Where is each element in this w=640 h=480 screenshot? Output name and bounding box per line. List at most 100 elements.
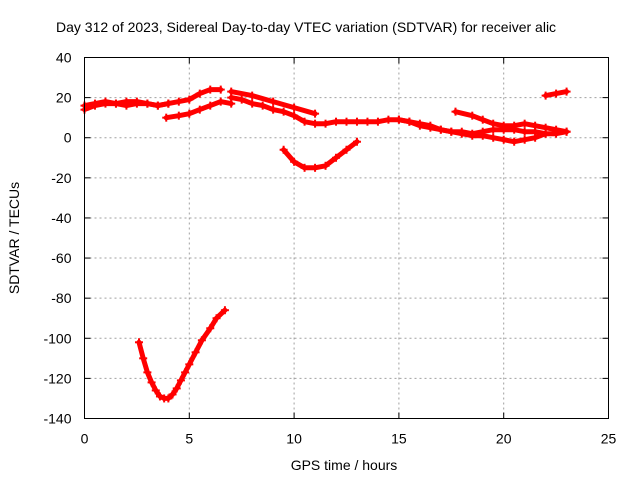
data-point	[552, 89, 561, 98]
data-point	[510, 121, 519, 130]
chart-title: Day 312 of 2023, Sidereal Day-to-day VTE…	[56, 19, 556, 35]
data-point	[520, 119, 529, 128]
x-tick-label: 15	[391, 431, 407, 447]
y-tick-label: -120	[43, 370, 71, 386]
data-point	[415, 119, 424, 128]
data-point	[311, 119, 320, 128]
data-point	[332, 153, 341, 162]
data-point	[195, 105, 204, 114]
data-point	[426, 121, 435, 130]
data-point	[101, 99, 110, 108]
data-point	[164, 394, 173, 403]
data-point	[300, 163, 309, 172]
x-tick-label: 10	[286, 431, 302, 447]
x-tick-label: 20	[496, 431, 512, 447]
data-point	[206, 85, 215, 94]
data-point	[185, 109, 194, 118]
data-point	[321, 161, 330, 170]
data-point	[216, 85, 225, 94]
data-point	[132, 97, 141, 106]
data-point	[311, 163, 320, 172]
data-point	[468, 111, 477, 120]
data-point	[531, 133, 540, 142]
data-point	[134, 338, 143, 347]
data-point	[562, 87, 571, 96]
y-tick-label: -140	[43, 411, 71, 427]
data-point	[552, 125, 561, 134]
data-point	[290, 157, 299, 166]
data-point	[510, 137, 519, 146]
data-point	[181, 368, 190, 377]
data-point	[185, 360, 194, 369]
data-point	[122, 97, 131, 106]
y-tick-label: 0	[64, 130, 72, 146]
data-point	[197, 336, 206, 345]
y-tick-label: -100	[43, 330, 71, 346]
data-point	[90, 101, 99, 110]
data-point	[248, 91, 257, 100]
data-point	[451, 107, 460, 116]
data-point	[405, 117, 414, 126]
y-tick-label: 40	[56, 50, 72, 66]
data-point	[216, 97, 225, 106]
data-point	[212, 314, 221, 323]
x-tick-label: 25	[601, 431, 617, 447]
data-point	[162, 113, 171, 122]
x-tick-label: 5	[185, 431, 193, 447]
data-point	[220, 306, 229, 315]
plot-frame	[84, 57, 609, 419]
data-point	[478, 115, 487, 124]
data-point	[520, 135, 529, 144]
data-point	[531, 121, 540, 130]
y-tick-label: 20	[56, 90, 72, 106]
data-point	[447, 127, 456, 136]
data-point	[279, 145, 288, 154]
x-tick-labels: 0 5 10 15 20 25	[81, 431, 617, 447]
data-point	[373, 117, 382, 126]
data-point	[321, 119, 330, 128]
x-tick-label: 0	[81, 431, 89, 447]
data-point	[279, 107, 288, 116]
data-point	[300, 117, 309, 126]
data-point	[269, 105, 278, 114]
data-point	[111, 99, 120, 108]
data-point	[174, 97, 183, 106]
data-point	[258, 101, 267, 110]
data-point	[191, 348, 200, 357]
y-tick-label: -80	[51, 290, 71, 306]
data-point	[147, 378, 156, 387]
data-point	[342, 117, 351, 126]
data-point	[195, 89, 204, 98]
data-point	[478, 131, 487, 140]
data-point	[172, 384, 181, 393]
data-point	[269, 97, 278, 106]
data-point	[143, 368, 152, 377]
data-point	[206, 101, 215, 110]
y-tick-labels: -140 -120 -100 -80 -60 -40 -20 0 20 40	[43, 50, 71, 427]
data-point	[164, 99, 173, 108]
data-point	[394, 115, 403, 124]
x-axis-title: GPS time / hours	[291, 457, 398, 473]
data-point	[290, 103, 299, 112]
data-point	[237, 95, 246, 104]
data-point	[562, 127, 571, 136]
data-point	[151, 386, 160, 395]
data-point	[499, 135, 508, 144]
data-point	[143, 99, 152, 108]
data-point	[520, 127, 529, 136]
data-point	[227, 87, 236, 96]
data-point	[468, 131, 477, 140]
data-point	[332, 117, 341, 126]
data-point	[155, 392, 164, 401]
data-point	[352, 117, 361, 126]
data-point	[489, 119, 498, 128]
data-point	[342, 145, 351, 154]
data-point	[457, 129, 466, 138]
data-point	[436, 125, 445, 134]
data-point	[541, 91, 550, 100]
data-point	[311, 109, 320, 118]
y-tick-label: -40	[51, 210, 71, 226]
axis-ticks	[84, 57, 609, 419]
data-point	[176, 376, 185, 385]
